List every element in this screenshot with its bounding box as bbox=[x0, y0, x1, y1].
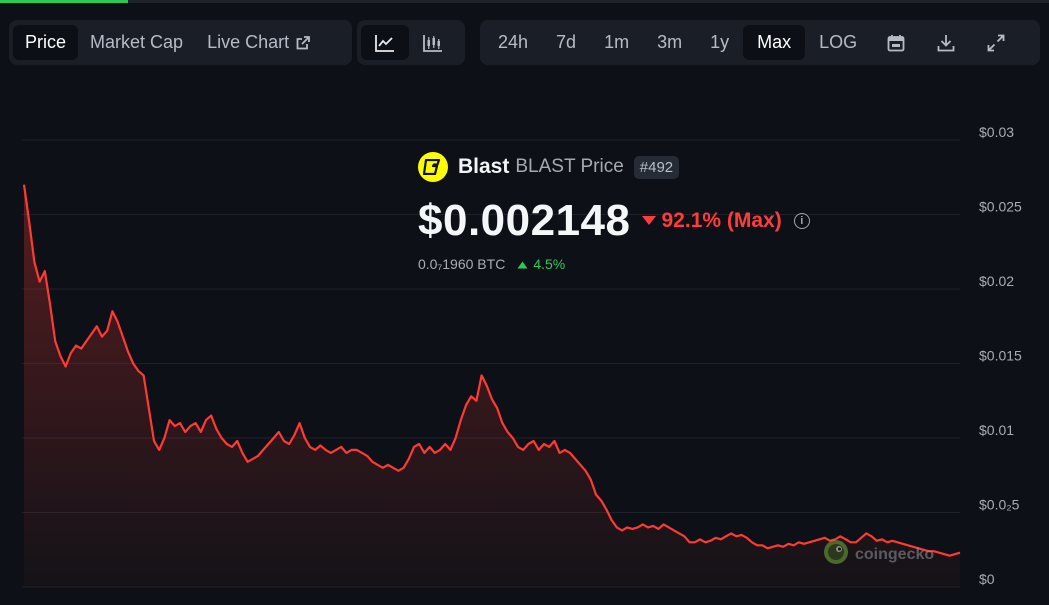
range-max[interactable]: Max bbox=[743, 25, 806, 60]
tab-price[interactable]: Price bbox=[13, 25, 79, 60]
price-change-value: 92.1% (Max) bbox=[661, 209, 782, 232]
calendar-icon bbox=[887, 34, 905, 52]
y-tick-label: $0.01 bbox=[979, 422, 1014, 438]
fullscreen-icon bbox=[987, 34, 1005, 52]
time-range-group: 24h 7d 1m 3m 1y Max LOG bbox=[480, 20, 1040, 65]
gecko-logo-icon bbox=[823, 539, 849, 570]
btc-change-value: 4.5% bbox=[533, 256, 566, 272]
candlestick-icon bbox=[423, 34, 443, 52]
caret-down-icon bbox=[641, 209, 662, 233]
range-1m[interactable]: 1m bbox=[604, 32, 630, 52]
info-icon[interactable]: i bbox=[793, 213, 810, 229]
line-chart-icon bbox=[375, 34, 395, 52]
tab-live-chart[interactable]: Live Chart bbox=[195, 25, 323, 60]
y-tick-label: $0.025 bbox=[979, 199, 1022, 215]
price-row: $0.002148 92.1% (Max) i bbox=[418, 196, 810, 246]
range-24h[interactable]: 24h bbox=[498, 32, 529, 52]
top-progress-line bbox=[0, 0, 1049, 3]
top-progress-active bbox=[0, 0, 128, 3]
coin-symbol-label: BLAST Price bbox=[515, 156, 624, 177]
coin-name: Blast bbox=[458, 155, 510, 178]
btc-row: 0.0₇1960 BTC 4.5% bbox=[418, 256, 810, 272]
price-line bbox=[22, 184, 961, 557]
price-area bbox=[24, 184, 960, 587]
y-tick-label: $0.02 bbox=[979, 273, 1014, 289]
tab-live-chart-label: Live Chart bbox=[207, 32, 290, 52]
watermark-text: coingecko bbox=[855, 545, 935, 563]
range-1y[interactable]: 1y bbox=[710, 32, 730, 52]
coin-header: Blast BLAST Price #492 bbox=[418, 152, 810, 182]
range-3m[interactable]: 3m bbox=[657, 32, 683, 52]
fullscreen-button[interactable] bbox=[971, 25, 1021, 60]
external-link-icon bbox=[295, 35, 311, 51]
metric-tab-group: Price Market Cap Live Chart bbox=[9, 20, 352, 65]
coingecko-watermark: coingecko bbox=[823, 539, 934, 570]
y-tick-label: $0.0₂5 bbox=[979, 497, 1020, 513]
candlestick-button[interactable] bbox=[409, 25, 457, 60]
calendar-button[interactable] bbox=[871, 25, 921, 60]
tab-market-cap[interactable]: Market Cap bbox=[90, 32, 184, 52]
download-icon bbox=[937, 34, 955, 52]
rank-badge: #492 bbox=[633, 155, 680, 179]
y-tick-label: $0 bbox=[979, 571, 995, 587]
price-change: 92.1% (Max) bbox=[641, 209, 782, 233]
y-tick-label: $0.015 bbox=[979, 348, 1022, 364]
btc-price: 0.0₇1960 BTC bbox=[418, 256, 506, 272]
range-7d[interactable]: 7d bbox=[556, 32, 577, 52]
caret-up-icon bbox=[517, 256, 533, 272]
log-scale-toggle[interactable]: LOG bbox=[819, 32, 858, 52]
price-overlay: Blast BLAST Price #492 $0.002148 92.1% (… bbox=[418, 152, 810, 272]
chart-type-group bbox=[357, 20, 465, 65]
current-price: $0.002148 bbox=[418, 196, 631, 245]
line-chart-button[interactable] bbox=[361, 25, 409, 60]
download-button[interactable] bbox=[921, 25, 971, 60]
blast-logo-icon bbox=[418, 152, 448, 182]
y-tick-label: $0.03 bbox=[979, 124, 1014, 140]
btc-change: 4.5% bbox=[517, 256, 565, 272]
